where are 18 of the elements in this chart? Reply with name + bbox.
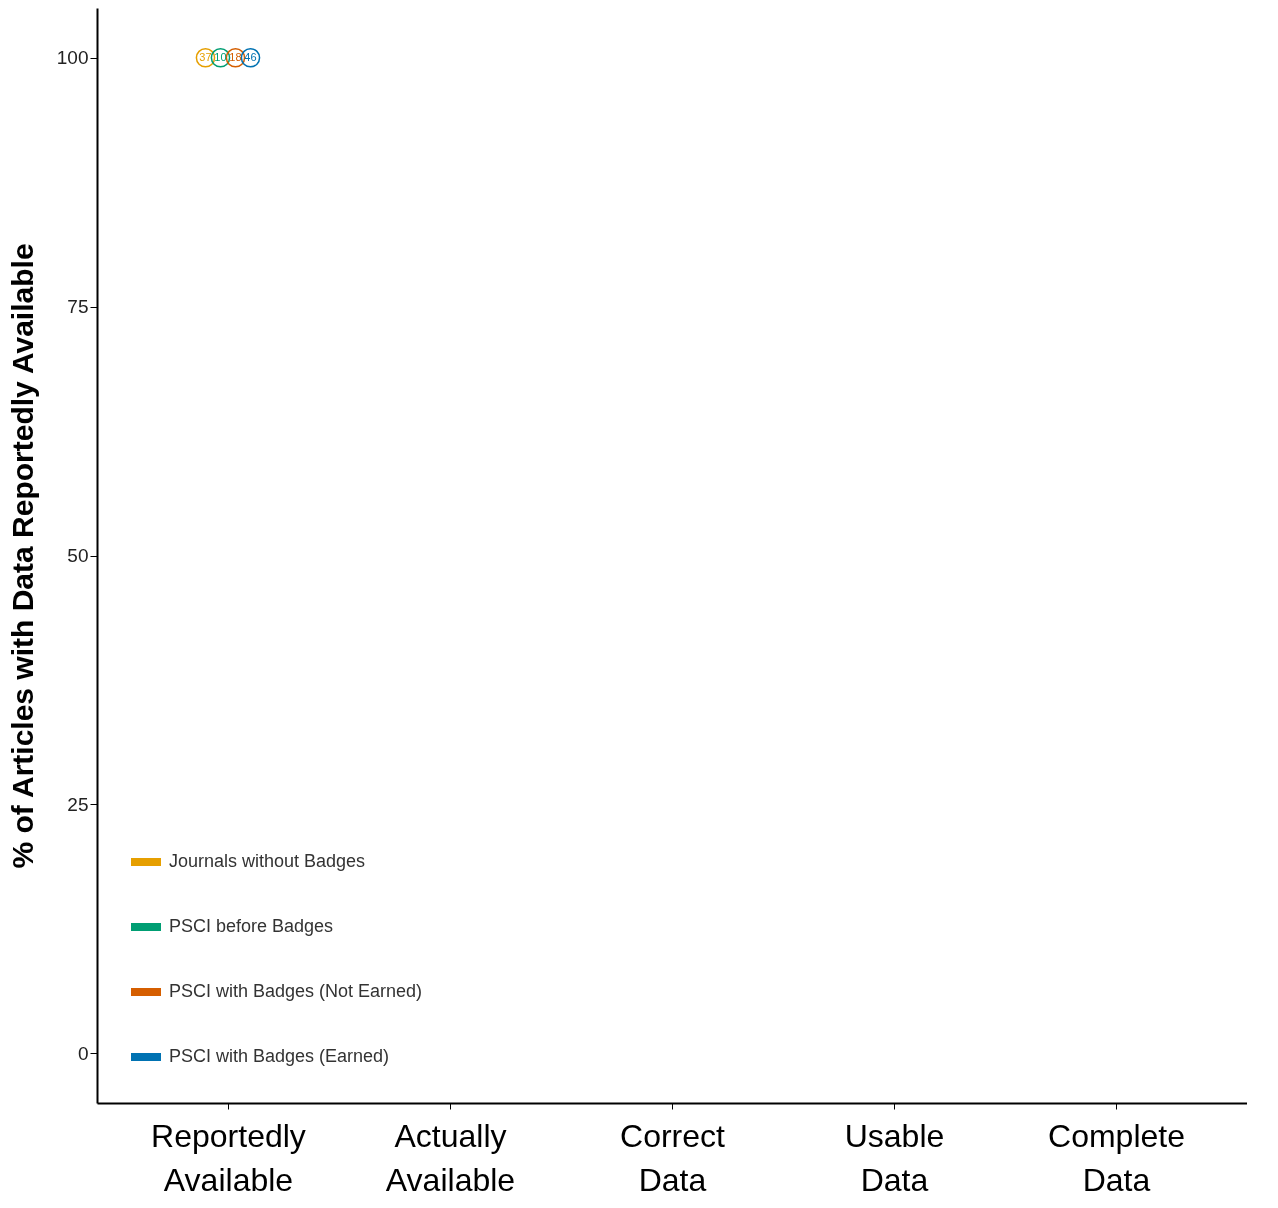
x-tick-label: Correct Data [620, 1117, 726, 1198]
y-tick-label: 50 [67, 545, 89, 566]
y-tick-label: 100 [56, 47, 89, 69]
y-tick-label: 25 [67, 793, 89, 815]
annotation: 18 [229, 50, 242, 63]
annotation: 37 [199, 50, 212, 63]
y-tick-label: 75 [67, 296, 89, 318]
x-tick-label: Reportedly Available [151, 1117, 306, 1198]
x-tick-label: Usable Data [844, 1117, 945, 1198]
x-tick-label: Complete Data [1048, 1117, 1185, 1198]
y-tick-label: 0 [77, 1042, 89, 1064]
legend-label: PSCI with Badges (Not Earned) [169, 981, 423, 1001]
annotation: 10 [214, 50, 227, 63]
legend-label: Journals without Badges [169, 851, 366, 871]
legend-label: PSCI with Badges (Earned) [169, 1046, 390, 1066]
y-axis-title: % of Articles with Data Reportedly Available [5, 243, 39, 869]
legend-label: PSCI before Badges [169, 916, 334, 936]
x-tick-label: Actually Available [385, 1117, 516, 1198]
